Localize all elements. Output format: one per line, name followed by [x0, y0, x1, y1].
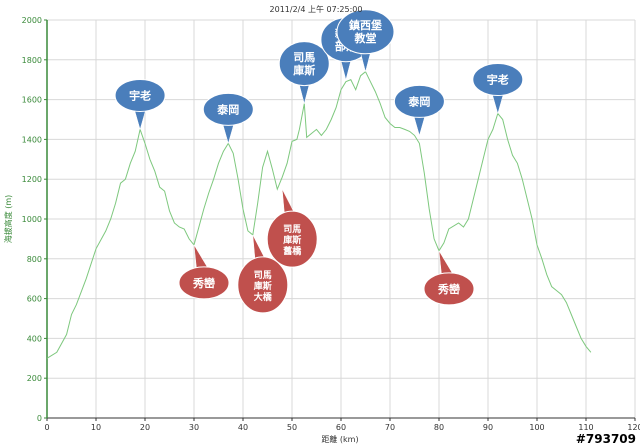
y-tick-label: 1800 — [22, 56, 42, 65]
x-tick-label: 20 — [140, 423, 150, 432]
x-tick-label: 10 — [91, 423, 101, 432]
callout-label: 宇老 — [129, 88, 151, 102]
y-tick-label: 1400 — [22, 135, 42, 144]
callout-label: 秀巒 — [192, 276, 215, 290]
x-tick-label: 60 — [336, 423, 346, 432]
callout-1: 秀巒 — [178, 244, 230, 300]
x-tick-label: 70 — [385, 423, 395, 432]
x-tick-label: 80 — [434, 423, 444, 432]
y-tick-label: 1200 — [22, 175, 42, 184]
x-tick-label: 40 — [238, 423, 248, 432]
tick-labels: 0102030405060708090100110120020040060080… — [22, 16, 640, 432]
callout-10: 宇老 — [472, 63, 524, 115]
callout-label: 教堂 — [354, 31, 377, 45]
callout-bubble — [393, 84, 445, 118]
x-tick-label: 110 — [578, 423, 593, 432]
callout-bubble — [423, 272, 475, 306]
callout-label: 鎮西堡 — [349, 18, 382, 32]
y-tick-label: 1000 — [22, 215, 42, 224]
watermark: #793709 — [576, 432, 636, 446]
callouts: 宇老秀巒泰岡司馬庫斯大橋司馬庫斯舊橋司馬庫斯新光部落鎮西堡教堂泰岡秀巒宇老 — [114, 9, 524, 314]
y-tick-label: 400 — [27, 334, 42, 343]
y-tick-label: 200 — [27, 374, 42, 383]
callout-label: 司馬 — [254, 270, 272, 281]
callout-bubble — [114, 78, 166, 112]
callout-2: 泰岡 — [202, 92, 254, 145]
callout-bubble — [278, 41, 330, 87]
y-tick-label: 0 — [37, 414, 42, 423]
y-tick-label: 600 — [27, 295, 42, 304]
callout-bubble — [472, 63, 524, 97]
x-tick-label: 100 — [529, 423, 544, 432]
callout-label: 司馬 — [283, 224, 301, 235]
x-tick-label: 30 — [189, 423, 199, 432]
x-tick-label: 120 — [627, 423, 640, 432]
callout-label: 宇老 — [487, 73, 509, 87]
callout-label: 大橋 — [254, 291, 273, 303]
callout-label: 司馬 — [293, 51, 315, 64]
callout-0: 宇老 — [114, 78, 166, 131]
y-tick-label: 2000 — [22, 16, 42, 25]
callout-bubble — [336, 9, 395, 55]
elevation-line — [46, 70, 592, 359]
x-tick-label: 50 — [287, 423, 297, 432]
x-axis-title: 距離 (km) — [321, 434, 358, 444]
callout-label: 泰岡 — [216, 102, 239, 116]
callout-bubble — [237, 256, 289, 314]
chart-title: 2011/2/4 上午 07:25:00 — [270, 4, 363, 14]
y-axis-title: 海拔高度 (m) — [3, 195, 13, 244]
y-tick-label: 800 — [27, 255, 42, 264]
callout-bubble — [266, 210, 318, 268]
callout-label: 秀巒 — [437, 282, 460, 296]
callout-8: 泰岡 — [393, 84, 445, 137]
callout-label: 舊橋 — [283, 245, 302, 257]
y-tick-label: 1600 — [22, 96, 42, 105]
callout-label: 庫斯 — [283, 234, 301, 246]
callout-bubble — [202, 92, 254, 126]
callout-label: 庫斯 — [254, 280, 272, 292]
callout-bubble — [178, 266, 230, 300]
x-tick-label: 0 — [44, 423, 49, 432]
callout-9: 秀巒 — [423, 250, 475, 306]
x-tick-label: 90 — [483, 423, 493, 432]
callout-label: 泰岡 — [407, 94, 430, 108]
callout-label: 庫斯 — [293, 63, 315, 77]
